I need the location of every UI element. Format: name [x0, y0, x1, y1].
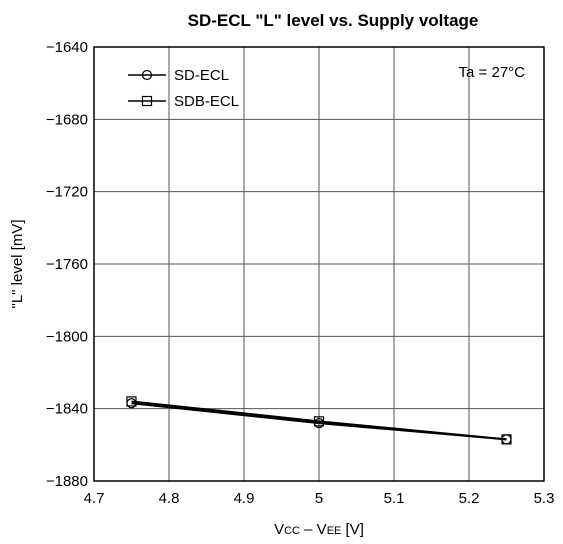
- y-tick-label: −1880: [46, 473, 88, 490]
- legend-item: SD-ECL: [128, 67, 229, 84]
- y-tick-label: −1680: [46, 111, 88, 128]
- temperature-annotation: Ta = 27°C: [459, 64, 526, 81]
- y-tick-label: −1800: [46, 328, 88, 345]
- x-tick-label: 5.2: [459, 490, 480, 507]
- plot-area-frame: [93, 46, 545, 482]
- legend-circle-marker: [141, 69, 153, 81]
- legend-label: SDB-ECL: [174, 93, 239, 110]
- y-tick-labels: −1640 −1680 −1720 −1760 −1800 −1840 −1880: [46, 39, 88, 490]
- legend: SD-ECL SDB-ECL: [128, 67, 239, 110]
- square-point-marker: [313, 416, 325, 427]
- x-tick-label: 4.7: [84, 490, 105, 507]
- series-line: [131, 400, 507, 441]
- x-axis-label: VCC – VEE [V]: [274, 521, 364, 538]
- x-tick-label: 4.8: [159, 490, 180, 507]
- legend-square-marker: [141, 95, 153, 107]
- x-tick-labels: 4.7 4.8 4.9 5 5.1 5.2 5.3: [84, 490, 555, 507]
- y-tick-label: −1760: [46, 256, 88, 273]
- chart-title: SD-ECL "L" level vs. Supply voltage: [188, 11, 479, 30]
- series-sdb-ecl: [126, 396, 512, 445]
- y-tick-label: −1840: [46, 401, 88, 418]
- legend-label: SD-ECL: [174, 67, 229, 84]
- y-axis-label: "L" level [mV]: [9, 219, 26, 308]
- x-tick-label: 5.3: [534, 490, 555, 507]
- y-tick-label: −1640: [46, 39, 88, 56]
- x-tick-label: 4.9: [234, 490, 255, 507]
- y-tick-label: −1720: [46, 184, 88, 201]
- grid: [93, 46, 545, 482]
- x-tick-label: 5.1: [384, 490, 405, 507]
- x-tick-label: 5: [315, 490, 323, 507]
- square-point-marker: [126, 396, 137, 407]
- legend-item: SDB-ECL: [128, 93, 239, 110]
- square-point-marker: [501, 434, 512, 445]
- series-layer: [126, 396, 512, 445]
